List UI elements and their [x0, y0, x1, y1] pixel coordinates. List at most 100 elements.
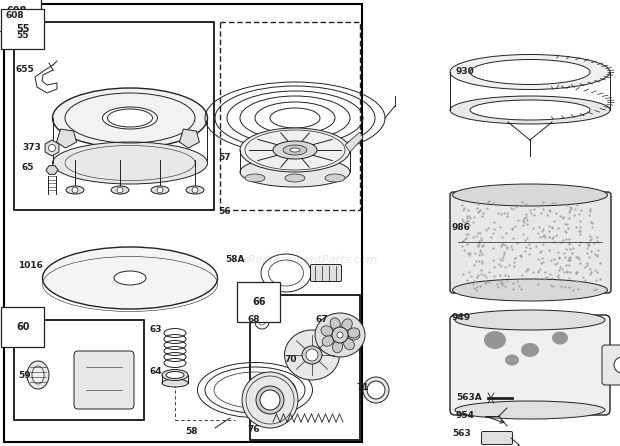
Text: 55: 55: [16, 32, 29, 41]
Ellipse shape: [102, 107, 157, 129]
FancyBboxPatch shape: [74, 351, 134, 409]
Text: 373: 373: [22, 144, 41, 153]
Ellipse shape: [453, 279, 608, 301]
Circle shape: [192, 187, 198, 193]
Bar: [14, 22, 214, 210]
Circle shape: [259, 319, 265, 325]
Ellipse shape: [32, 366, 44, 384]
Text: 63: 63: [150, 326, 162, 334]
Ellipse shape: [53, 88, 208, 148]
Text: 56: 56: [218, 207, 231, 216]
Text: 949: 949: [452, 314, 471, 322]
Ellipse shape: [325, 174, 345, 182]
Ellipse shape: [186, 186, 204, 194]
Ellipse shape: [166, 372, 184, 379]
FancyBboxPatch shape: [450, 315, 610, 415]
Ellipse shape: [484, 331, 506, 349]
Circle shape: [157, 187, 163, 193]
Ellipse shape: [27, 361, 49, 389]
Text: 58A: 58A: [225, 256, 244, 264]
FancyBboxPatch shape: [602, 345, 620, 385]
Ellipse shape: [245, 174, 265, 182]
Ellipse shape: [453, 184, 608, 206]
Ellipse shape: [256, 386, 284, 414]
Ellipse shape: [285, 330, 340, 380]
Text: 954: 954: [456, 412, 475, 421]
Ellipse shape: [114, 271, 146, 285]
Circle shape: [332, 327, 348, 343]
Ellipse shape: [455, 310, 605, 330]
Text: 655: 655: [16, 66, 35, 74]
Ellipse shape: [330, 318, 340, 330]
Ellipse shape: [240, 157, 350, 187]
Text: eReplacementParts.com: eReplacementParts.com: [242, 255, 378, 265]
Ellipse shape: [552, 331, 568, 344]
Text: 64: 64: [150, 368, 162, 376]
Bar: [250, 295, 360, 440]
Text: 58: 58: [185, 428, 198, 437]
Bar: [220, 22, 360, 210]
FancyBboxPatch shape: [450, 192, 611, 293]
Polygon shape: [46, 165, 58, 174]
Ellipse shape: [470, 100, 590, 120]
Ellipse shape: [43, 247, 218, 309]
Polygon shape: [56, 129, 76, 148]
Ellipse shape: [302, 346, 322, 364]
Polygon shape: [45, 140, 59, 156]
Ellipse shape: [450, 96, 610, 124]
Ellipse shape: [162, 369, 188, 380]
Circle shape: [306, 349, 318, 361]
Text: 66: 66: [252, 297, 265, 307]
Text: 563A: 563A: [456, 393, 482, 402]
Text: 71: 71: [356, 384, 369, 392]
Ellipse shape: [348, 328, 360, 338]
Text: 67: 67: [316, 315, 329, 325]
Text: 608: 608: [6, 12, 25, 21]
Circle shape: [72, 187, 78, 193]
Text: 57: 57: [218, 153, 231, 162]
Ellipse shape: [470, 59, 590, 84]
Ellipse shape: [53, 142, 208, 184]
Text: 986: 986: [452, 223, 471, 232]
Ellipse shape: [342, 319, 352, 330]
Bar: [14, 320, 144, 420]
Ellipse shape: [315, 313, 365, 357]
Ellipse shape: [66, 186, 84, 194]
Circle shape: [337, 332, 343, 338]
Ellipse shape: [240, 128, 350, 172]
Text: 55: 55: [16, 24, 30, 34]
Text: 68: 68: [248, 315, 260, 325]
Circle shape: [117, 187, 123, 193]
Ellipse shape: [343, 339, 355, 350]
Bar: [4, 4, 362, 442]
Polygon shape: [345, 132, 363, 152]
Polygon shape: [179, 129, 200, 148]
Ellipse shape: [363, 377, 389, 403]
Text: 76: 76: [247, 425, 260, 434]
Circle shape: [48, 145, 56, 152]
Ellipse shape: [285, 174, 305, 182]
Text: 1016: 1016: [18, 260, 43, 269]
Ellipse shape: [332, 341, 343, 353]
Ellipse shape: [290, 148, 300, 152]
Text: 60: 60: [16, 322, 30, 332]
Ellipse shape: [348, 330, 360, 340]
Ellipse shape: [322, 336, 334, 346]
Text: 608: 608: [6, 6, 27, 16]
Ellipse shape: [273, 141, 317, 159]
Ellipse shape: [242, 372, 298, 428]
Circle shape: [260, 390, 280, 410]
Ellipse shape: [521, 343, 539, 357]
Ellipse shape: [455, 401, 605, 419]
Text: 65: 65: [22, 164, 35, 173]
Ellipse shape: [505, 355, 519, 366]
Ellipse shape: [450, 54, 610, 90]
FancyBboxPatch shape: [482, 431, 513, 445]
Ellipse shape: [151, 186, 169, 194]
Ellipse shape: [162, 379, 188, 387]
Circle shape: [614, 357, 620, 373]
FancyArrowPatch shape: [487, 417, 503, 423]
Text: 563: 563: [452, 429, 471, 438]
Text: 59: 59: [18, 371, 30, 380]
Ellipse shape: [283, 145, 307, 155]
